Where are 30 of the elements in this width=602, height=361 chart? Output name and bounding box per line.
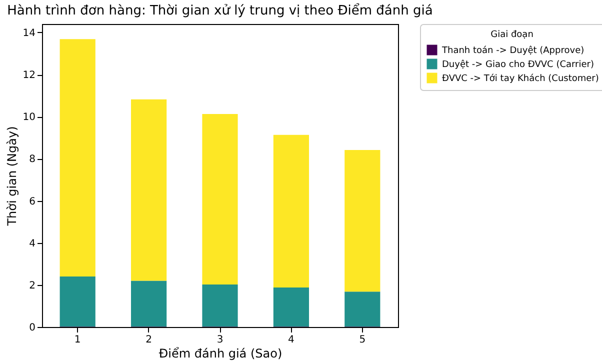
- chart-title: Hành trình đơn hàng: Thời gian xử lý trung vị theo Điểm đánh giá: [7, 2, 433, 18]
- x-axis-title: Điểm đánh giá (Sao): [158, 346, 282, 360]
- x-tick-label: 2: [146, 334, 152, 346]
- bar: [60, 39, 96, 276]
- y-tick-label: 8: [29, 154, 36, 166]
- bar: [131, 280, 167, 327]
- y-tick-label: 12: [22, 70, 36, 81]
- x-tick-label: 4: [288, 334, 294, 346]
- y-tick-label: 2: [29, 280, 36, 292]
- legend-title: Giai đoạn: [490, 30, 534, 40]
- bar: [273, 287, 309, 327]
- x-tick-label: 3: [216, 334, 224, 346]
- bar: [202, 284, 238, 327]
- bar: [273, 134, 309, 288]
- bar: [344, 150, 380, 292]
- bar: [60, 276, 96, 327]
- legend-label: ĐVVC -> Tới tay Khách (Customer): [442, 73, 599, 84]
- x-tick-label: 1: [74, 334, 81, 346]
- bar: [344, 292, 380, 327]
- y-tick-label: 14: [22, 28, 36, 39]
- y-axis-title: Thời gian (Ngày): [4, 126, 19, 227]
- y-tick-label: 0: [29, 322, 36, 334]
- bar: [202, 114, 238, 284]
- legend-label: Duyệt -> Giao cho ĐVVC (Carrier): [442, 59, 594, 70]
- y-tick-label: 6: [29, 196, 36, 208]
- x-tick-label: 5: [359, 334, 366, 346]
- y-tick-label: 10: [22, 112, 36, 124]
- bar: [131, 99, 167, 281]
- y-tick-label: 4: [29, 238, 36, 250]
- legend-label: Thanh toán -> Duyệt (Approve): [441, 45, 584, 56]
